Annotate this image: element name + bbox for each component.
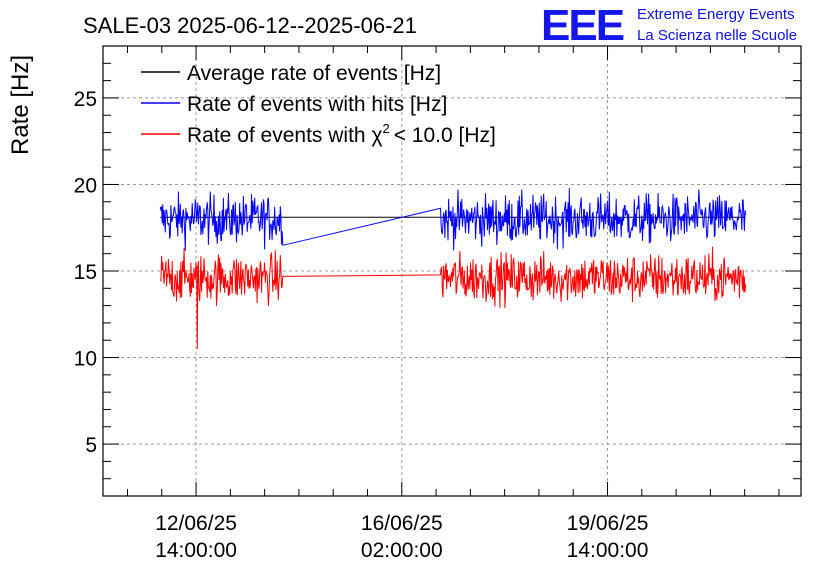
x-tick-label-time: 14:00:00: [155, 539, 237, 562]
legend-label-average: Average rate of events [Hz]: [187, 62, 441, 85]
x-tick-label-time: 14:00:00: [567, 539, 649, 562]
series-line-chi2: [159, 246, 747, 349]
logo-mark: EEE: [541, 1, 624, 50]
legend-chi2-exponent: 2: [382, 121, 389, 136]
tick-labels: 5 10 15 20 25 12/06/25 14:00:00 16/06/25 02:00:0…: [74, 88, 649, 562]
logo-line-2: La Scienza nelle Scuole: [637, 27, 797, 44]
x-tick-label-date: 12/06/25: [155, 512, 237, 535]
grid: [103, 46, 801, 496]
legend: Average rate of events [Hz] Rate of even…: [141, 62, 496, 147]
x-tick-label-time: 02:00:00: [361, 539, 443, 562]
series-line-hits: [159, 188, 747, 251]
legend-chi2-prefix: Rate of events with: [187, 124, 366, 147]
y-axis-label: Rate [Hz]: [7, 55, 34, 155]
axis-ticks: [103, 45, 801, 497]
y-tick-label: 25: [74, 88, 97, 111]
legend-label-chi2: Rate of events with χ2 < 10.0 [Hz]: [187, 121, 496, 147]
y-tick-label: 5: [85, 434, 97, 457]
legend-chi2-symbol: χ: [371, 124, 382, 147]
y-tick-label: 15: [74, 261, 97, 284]
eee-logo: EEE Extreme Energy Events La Scienza nel…: [541, 1, 797, 50]
series-layer: [159, 188, 747, 349]
x-tick-label-date: 16/06/25: [361, 512, 443, 535]
legend-chi2-suffix: < 10.0 [Hz]: [394, 124, 496, 147]
x-tick-label-date: 19/06/25: [567, 512, 649, 535]
logo-line-1: Extreme Energy Events: [637, 6, 795, 23]
legend-label-hits: Rate of events with hits [Hz]: [187, 93, 447, 116]
y-tick-label: 10: [74, 348, 97, 371]
chart-title: SALE-03 2025-06-12--2025-06-21: [83, 13, 417, 38]
y-tick-label: 20: [74, 174, 97, 197]
